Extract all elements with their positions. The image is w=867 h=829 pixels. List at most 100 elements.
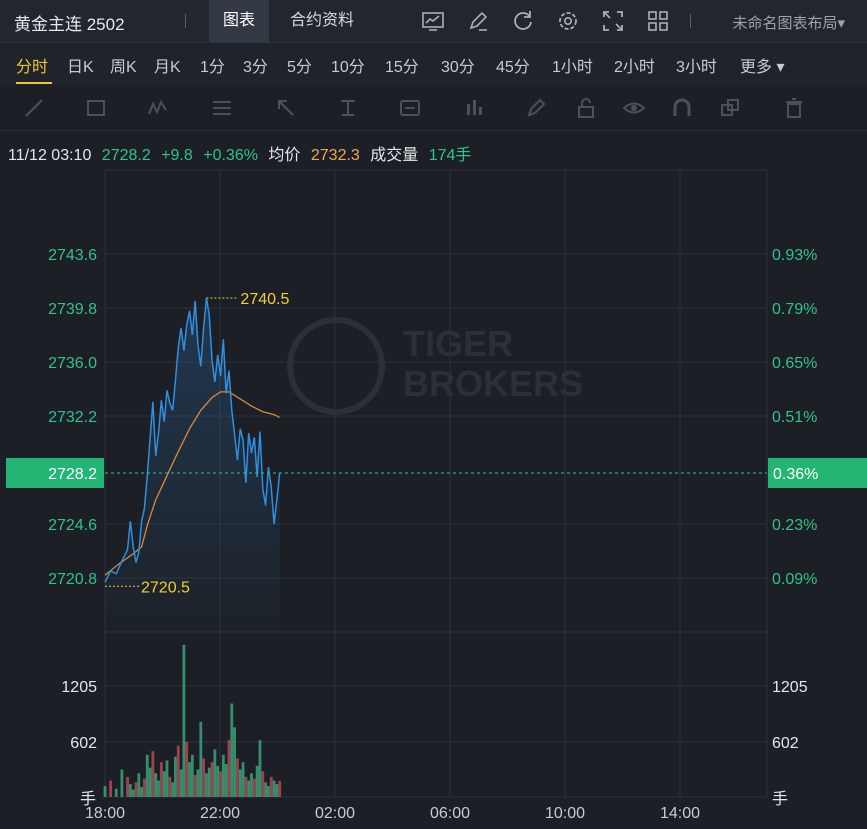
volume-bar: [227, 740, 231, 797]
grid-layout-icon[interactable]: [645, 8, 671, 34]
volume-bar: [109, 780, 113, 797]
text-icon[interactable]: [398, 96, 422, 120]
volume-bar: [188, 762, 191, 797]
volume-bar: [275, 784, 279, 797]
period-timeshare[interactable]: 分时: [16, 59, 49, 76]
trendline-icon[interactable]: [22, 96, 46, 120]
volume-bar: [224, 764, 228, 797]
quote-info: 11/12 03:10 2728.2 +9.8 +0.36% 均价 2732.3…: [8, 141, 477, 165]
tab-contract-info[interactable]: 合约资料: [290, 12, 355, 29]
period-week[interactable]: 周K: [110, 59, 137, 76]
volume-axis-label: 602: [70, 735, 97, 752]
watermark-line2: BROKERS: [403, 363, 583, 404]
volume-bar: [103, 786, 107, 797]
volume-bar: [264, 782, 267, 797]
pattern-icon[interactable]: [146, 96, 170, 120]
volume-unit-label-right: 手: [772, 790, 788, 808]
period-1min[interactable]: 1分: [200, 59, 225, 76]
period-10min[interactable]: 10分: [331, 59, 365, 76]
trash-icon[interactable]: [782, 96, 806, 120]
period-more[interactable]: 更多 ▾: [740, 59, 785, 76]
volume-axis-label-right: 1205: [772, 679, 808, 696]
bar-measure-icon[interactable]: [462, 96, 486, 120]
timeshare-chart[interactable]: TIGER BROKERS 2743.6 2739.8 2736.0 2732.2 27…: [0, 130, 867, 829]
period-5min[interactable]: 5分: [287, 59, 312, 76]
period-1hour[interactable]: 1小时: [552, 59, 593, 76]
volume-bar: [199, 721, 203, 797]
volume-bar: [114, 788, 118, 797]
rectangle-icon[interactable]: [84, 96, 108, 120]
volume-bar: [190, 754, 194, 797]
period-2hour[interactable]: 2小时: [614, 59, 655, 76]
volume-bar: [145, 754, 149, 797]
volume-bar: [151, 751, 155, 797]
volume-bar: [267, 786, 270, 797]
watermark-line1: TIGER: [403, 323, 513, 364]
period-day[interactable]: 日K: [67, 59, 94, 76]
volume-bar: [278, 781, 282, 797]
volume-bar: [210, 762, 214, 797]
layers-icon[interactable]: [718, 96, 742, 120]
avg-price-line: [104, 391, 280, 576]
volume-bar: [134, 782, 138, 797]
period-30min[interactable]: 30分: [441, 59, 475, 76]
price-axis-label: 2720.8: [48, 571, 97, 588]
avg-price-value: 2732.3: [310, 147, 360, 164]
volume-bar: [159, 762, 163, 797]
volume-bar: [148, 767, 152, 797]
period-3min[interactable]: 3分: [243, 59, 268, 76]
period-45min[interactable]: 45分: [496, 59, 530, 76]
layout-selector[interactable]: 未命名图表布局▾: [732, 15, 845, 32]
quote-change-pct: +0.36%: [203, 147, 258, 164]
time-axis-label: 02:00: [315, 805, 355, 822]
pen-icon[interactable]: [524, 96, 548, 120]
watermark-logo: [287, 317, 385, 415]
volume-bar: [182, 644, 186, 797]
percent-axis-label: 0.23%: [772, 517, 817, 534]
current-price-badge-label: 2728.2: [48, 466, 97, 483]
tab-chart[interactable]: 图表: [209, 0, 270, 42]
active-period-indicator: [16, 82, 52, 84]
volume-bar: [140, 786, 144, 797]
volume-axis-label: 1205: [61, 679, 97, 696]
magnet-icon[interactable]: [670, 96, 694, 120]
volume-bar: [233, 727, 237, 797]
time-axis-label: 10:00: [545, 805, 585, 822]
volume-bar: [205, 773, 208, 797]
fib-icon[interactable]: [210, 96, 234, 120]
volume-bar: [247, 780, 251, 797]
period-15min[interactable]: 15分: [385, 59, 419, 76]
time-axis-label: 06:00: [430, 805, 470, 822]
header-divider: [185, 14, 186, 28]
percent-axis-label: 0.09%: [772, 571, 817, 588]
indicator-icon[interactable]: [420, 8, 446, 34]
volume-bar: [176, 745, 180, 797]
settings-icon[interactable]: [555, 8, 581, 34]
volume-bar: [213, 749, 217, 797]
period-3hour[interactable]: 3小时: [676, 59, 717, 76]
volume-label: 成交量: [370, 147, 419, 164]
volume-bar: [230, 703, 234, 797]
period-month[interactable]: 月K: [154, 59, 181, 76]
percent-axis-label: 0.79%: [772, 301, 817, 318]
volume-bar: [120, 769, 124, 797]
volume-unit-label: 手: [80, 790, 96, 808]
volume-bar: [131, 789, 135, 797]
volume-bar: [168, 776, 172, 797]
volume-bar: [255, 765, 259, 797]
refresh-icon[interactable]: [510, 8, 536, 34]
lock-icon[interactable]: [574, 96, 598, 120]
volume-bar: [185, 742, 189, 797]
volume-bar: [193, 775, 197, 797]
fullscreen-icon[interactable]: [600, 8, 626, 34]
time-axis-label: 18:00: [85, 805, 125, 822]
volume-bar: [272, 780, 276, 797]
arrow-icon[interactable]: [274, 96, 298, 120]
contract-title[interactable]: 黄金主连 2502: [14, 15, 125, 34]
eye-icon[interactable]: [622, 96, 646, 120]
volume-bar: [241, 762, 245, 797]
volume-bar: [137, 773, 141, 797]
text-measure-icon[interactable]: [336, 96, 360, 120]
volume-bar: [244, 776, 248, 797]
draw-icon[interactable]: [465, 8, 491, 34]
